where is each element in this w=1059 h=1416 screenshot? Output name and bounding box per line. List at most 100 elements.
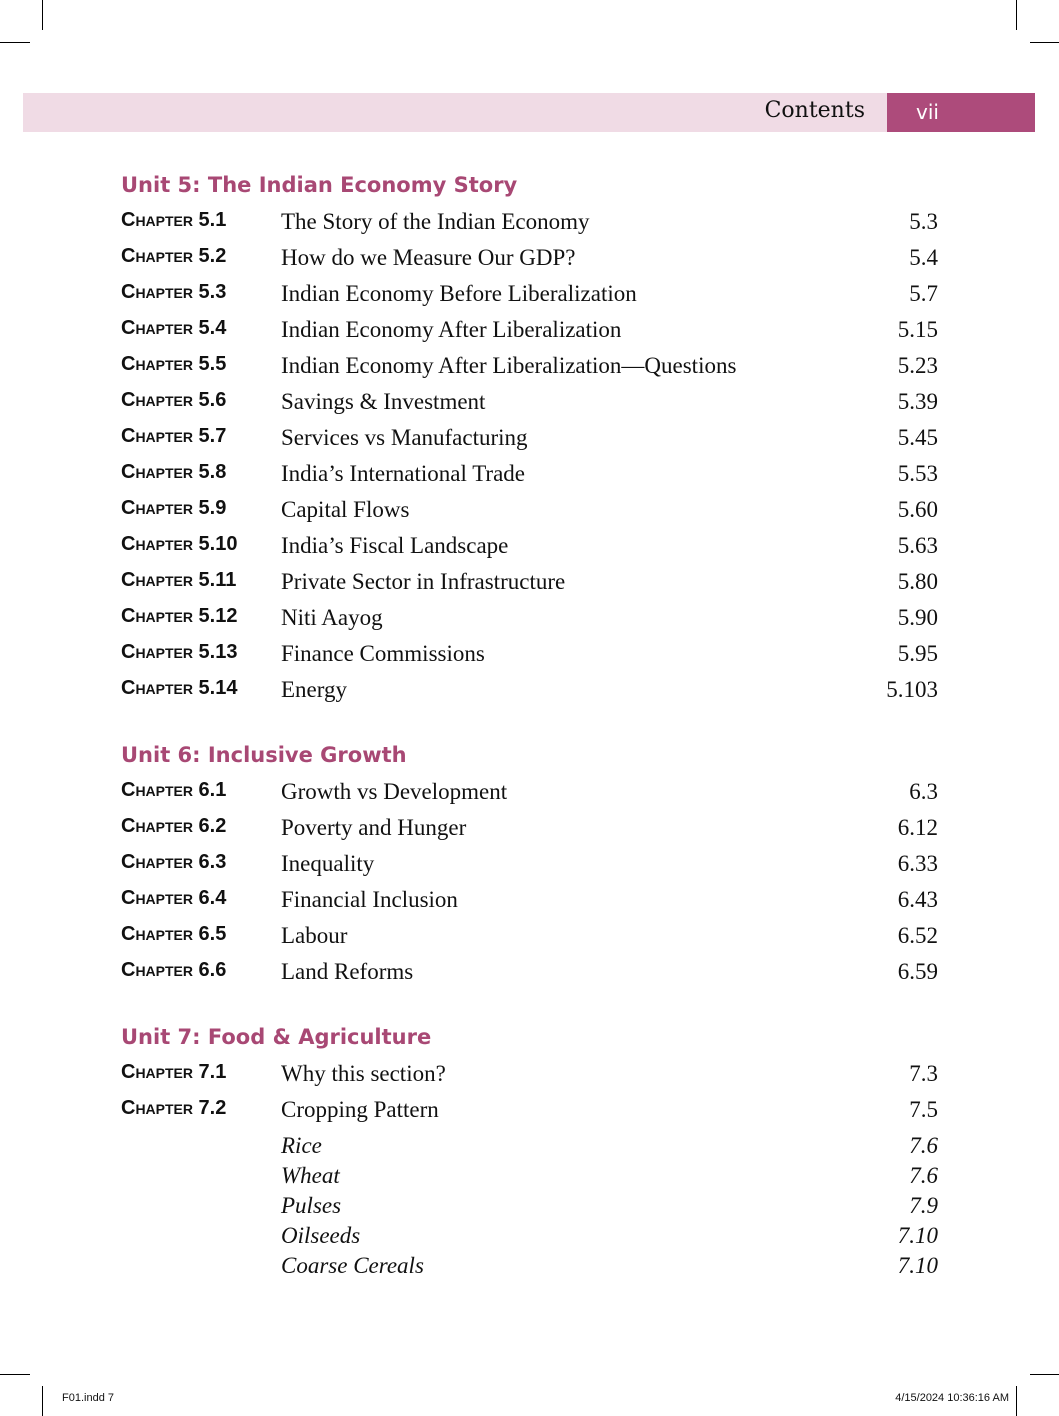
unit-title: Unit 5: The Indian Economy Story <box>121 173 518 197</box>
toc-entry[interactable]: Chapter 6.6 Land Reforms 6.59 <box>121 959 938 995</box>
chapter-label: Chapter 7.2 <box>121 1097 227 1119</box>
chapter-title: India’s International Trade <box>281 461 526 486</box>
toc-entry[interactable]: Chapter 5.2 How do we Measure Our GDP? 5.4 <box>121 245 938 281</box>
crop-mark <box>1016 0 1017 30</box>
chapter-title: Niti Aayog <box>281 605 383 630</box>
chapter-page: 5.39 <box>897 389 938 414</box>
subentry-title: Rice <box>281 1133 322 1158</box>
chapter-page: 5.60 <box>897 497 938 522</box>
chapter-title: Financial Inclusion <box>281 887 458 912</box>
chapter-page: 5.103 <box>886 677 938 702</box>
chapter-page: 6.3 <box>909 779 938 804</box>
unit-section: Unit 7: Food & Agriculture Chapter 7.1 Why… <box>121 1025 938 1283</box>
unit-title: Unit 6: Inclusive Growth <box>121 743 407 767</box>
toc-entry[interactable]: Chapter 7.2 Cropping Pattern 7.5 <box>121 1097 938 1133</box>
chapter-title: Indian Economy Before Liberalization <box>281 281 637 306</box>
chapter-title: Capital Flows <box>281 497 410 522</box>
toc-entry[interactable]: Chapter 7.1 Why this section? 7.3 <box>121 1061 938 1097</box>
toc-entry[interactable]: Chapter 5.11 Private Sector in Infrastruc… <box>121 569 938 605</box>
chapter-title: Labour <box>281 923 348 948</box>
crop-mark <box>42 1386 43 1416</box>
page-number: vii <box>916 100 939 124</box>
chapter-title: Growth vs Development <box>281 779 508 804</box>
chapter-label: Chapter 5.9 <box>121 497 227 519</box>
subentry-title: Coarse Cereals <box>281 1253 424 1278</box>
chapter-title: Why this section? <box>281 1061 446 1086</box>
chapter-page: 5.15 <box>897 317 938 342</box>
toc-subentry[interactable]: Rice 7.6 <box>121 1133 938 1163</box>
toc-entry[interactable]: Chapter 5.7 Services vs Manufacturing 5.45 <box>121 425 938 461</box>
chapter-label: Chapter 5.12 <box>121 605 238 627</box>
subentry-page: 7.10 <box>897 1253 938 1278</box>
chapter-title: Indian Economy After Liberalization <box>281 317 622 342</box>
crop-mark <box>1030 1374 1059 1375</box>
toc-entry[interactable]: Chapter 6.3 Inequality 6.33 <box>121 851 938 887</box>
chapter-label: Chapter 5.3 <box>121 281 227 303</box>
table-of-contents: Unit 5: The Indian Economy Story Chapter … <box>121 173 938 1313</box>
chapter-label: Chapter 6.6 <box>121 959 227 981</box>
chapter-label: Chapter 6.2 <box>121 815 227 837</box>
chapter-title: How do we Measure Our GDP? <box>281 245 576 270</box>
toc-entry[interactable]: Chapter 5.12 Niti Aayog 5.90 <box>121 605 938 641</box>
chapter-title: Cropping Pattern <box>281 1097 439 1122</box>
chapter-label: Chapter 7.1 <box>121 1061 227 1083</box>
toc-subentry[interactable]: Wheat 7.6 <box>121 1163 938 1193</box>
toc-subentry[interactable]: Pulses 7.9 <box>121 1193 938 1223</box>
toc-entry[interactable]: Chapter 6.2 Poverty and Hunger 6.12 <box>121 815 938 851</box>
chapter-label: Chapter 5.5 <box>121 353 227 375</box>
chapter-title: Savings & Investment <box>281 389 486 414</box>
chapter-page: 5.80 <box>897 569 938 594</box>
chapter-label: Chapter 5.2 <box>121 245 227 267</box>
toc-entry[interactable]: Chapter 5.3 Indian Economy Before Liberal… <box>121 281 938 317</box>
toc-entry[interactable]: Chapter 5.5 Indian Economy After Liberali… <box>121 353 938 389</box>
chapter-label: Chapter 5.6 <box>121 389 227 411</box>
toc-entry[interactable]: Chapter 6.1 Growth vs Development 6.3 <box>121 779 938 815</box>
toc-entry[interactable]: Chapter 5.13 Finance Commissions 5.95 <box>121 641 938 677</box>
toc-entry[interactable]: Chapter 5.9 Capital Flows 5.60 <box>121 497 938 533</box>
chapter-page: 5.95 <box>897 641 938 666</box>
subentry-page: 7.6 <box>909 1133 938 1158</box>
toc-entry[interactable]: Chapter 5.8 India’s International Trade 5.… <box>121 461 938 497</box>
chapter-title: India’s Fiscal Landscape <box>281 533 509 558</box>
toc-entry[interactable]: Chapter 5.6 Savings & Investment 5.39 <box>121 389 938 425</box>
subentry-page: 7.9 <box>909 1193 938 1218</box>
crop-mark <box>1016 1386 1017 1416</box>
toc-entry[interactable]: Chapter 5.1 The Story of the Indian Econo… <box>121 209 938 245</box>
chapter-label: Chapter 6.1 <box>121 779 227 801</box>
chapter-title: Energy <box>281 677 348 702</box>
slug-timestamp: 4/15/2024 10:36:16 AM <box>895 1392 1009 1404</box>
toc-entry[interactable]: Chapter 6.4 Financial Inclusion 6.43 <box>121 887 938 923</box>
toc-entry[interactable]: Chapter 5.4 Indian Economy After Liberali… <box>121 317 938 353</box>
header-band: Contents <box>23 93 887 132</box>
chapter-label: Chapter 6.4 <box>121 887 227 909</box>
chapter-title: Poverty and Hunger <box>281 815 467 840</box>
chapter-label: Chapter 5.8 <box>121 461 227 483</box>
chapter-title: Finance Commissions <box>281 641 485 666</box>
chapter-page: 6.12 <box>897 815 938 840</box>
chapter-page: 5.3 <box>909 209 938 234</box>
unit-title: Unit 7: Food & Agriculture <box>121 1025 432 1049</box>
chapter-title: Land Reforms <box>281 959 414 984</box>
chapter-page: 5.7 <box>909 281 938 306</box>
crop-mark <box>1030 42 1059 43</box>
chapter-label: Chapter 5.1 <box>121 209 227 231</box>
toc-subentry[interactable]: Coarse Cereals 7.10 <box>121 1253 938 1283</box>
unit-section: Unit 6: Inclusive Growth Chapter 6.1 Growt… <box>121 743 938 995</box>
chapter-page: 6.52 <box>897 923 938 948</box>
chapter-page: 5.4 <box>909 245 938 270</box>
chapter-page: 7.5 <box>909 1097 938 1122</box>
crop-mark <box>0 1374 30 1375</box>
chapter-label: Chapter 5.4 <box>121 317 227 339</box>
subentry-title: Oilseeds <box>281 1223 361 1248</box>
subentry-title: Pulses <box>281 1193 342 1218</box>
toc-entry[interactable]: Chapter 6.5 Labour 6.52 <box>121 923 938 959</box>
chapter-page: 5.90 <box>897 605 938 630</box>
chapter-title: Indian Economy After Liberalization—Ques… <box>281 353 737 378</box>
toc-entry[interactable]: Chapter 5.10 India’s Fiscal Landscape 5.63 <box>121 533 938 569</box>
chapter-label: Chapter 5.14 <box>121 677 238 699</box>
chapter-label: Chapter 5.13 <box>121 641 238 663</box>
chapter-page: 5.63 <box>897 533 938 558</box>
toc-entry[interactable]: Chapter 5.14 Energy 5.103 <box>121 677 938 713</box>
subentry-page: 7.6 <box>909 1163 938 1188</box>
toc-subentry[interactable]: Oilseeds 7.10 <box>121 1223 938 1253</box>
